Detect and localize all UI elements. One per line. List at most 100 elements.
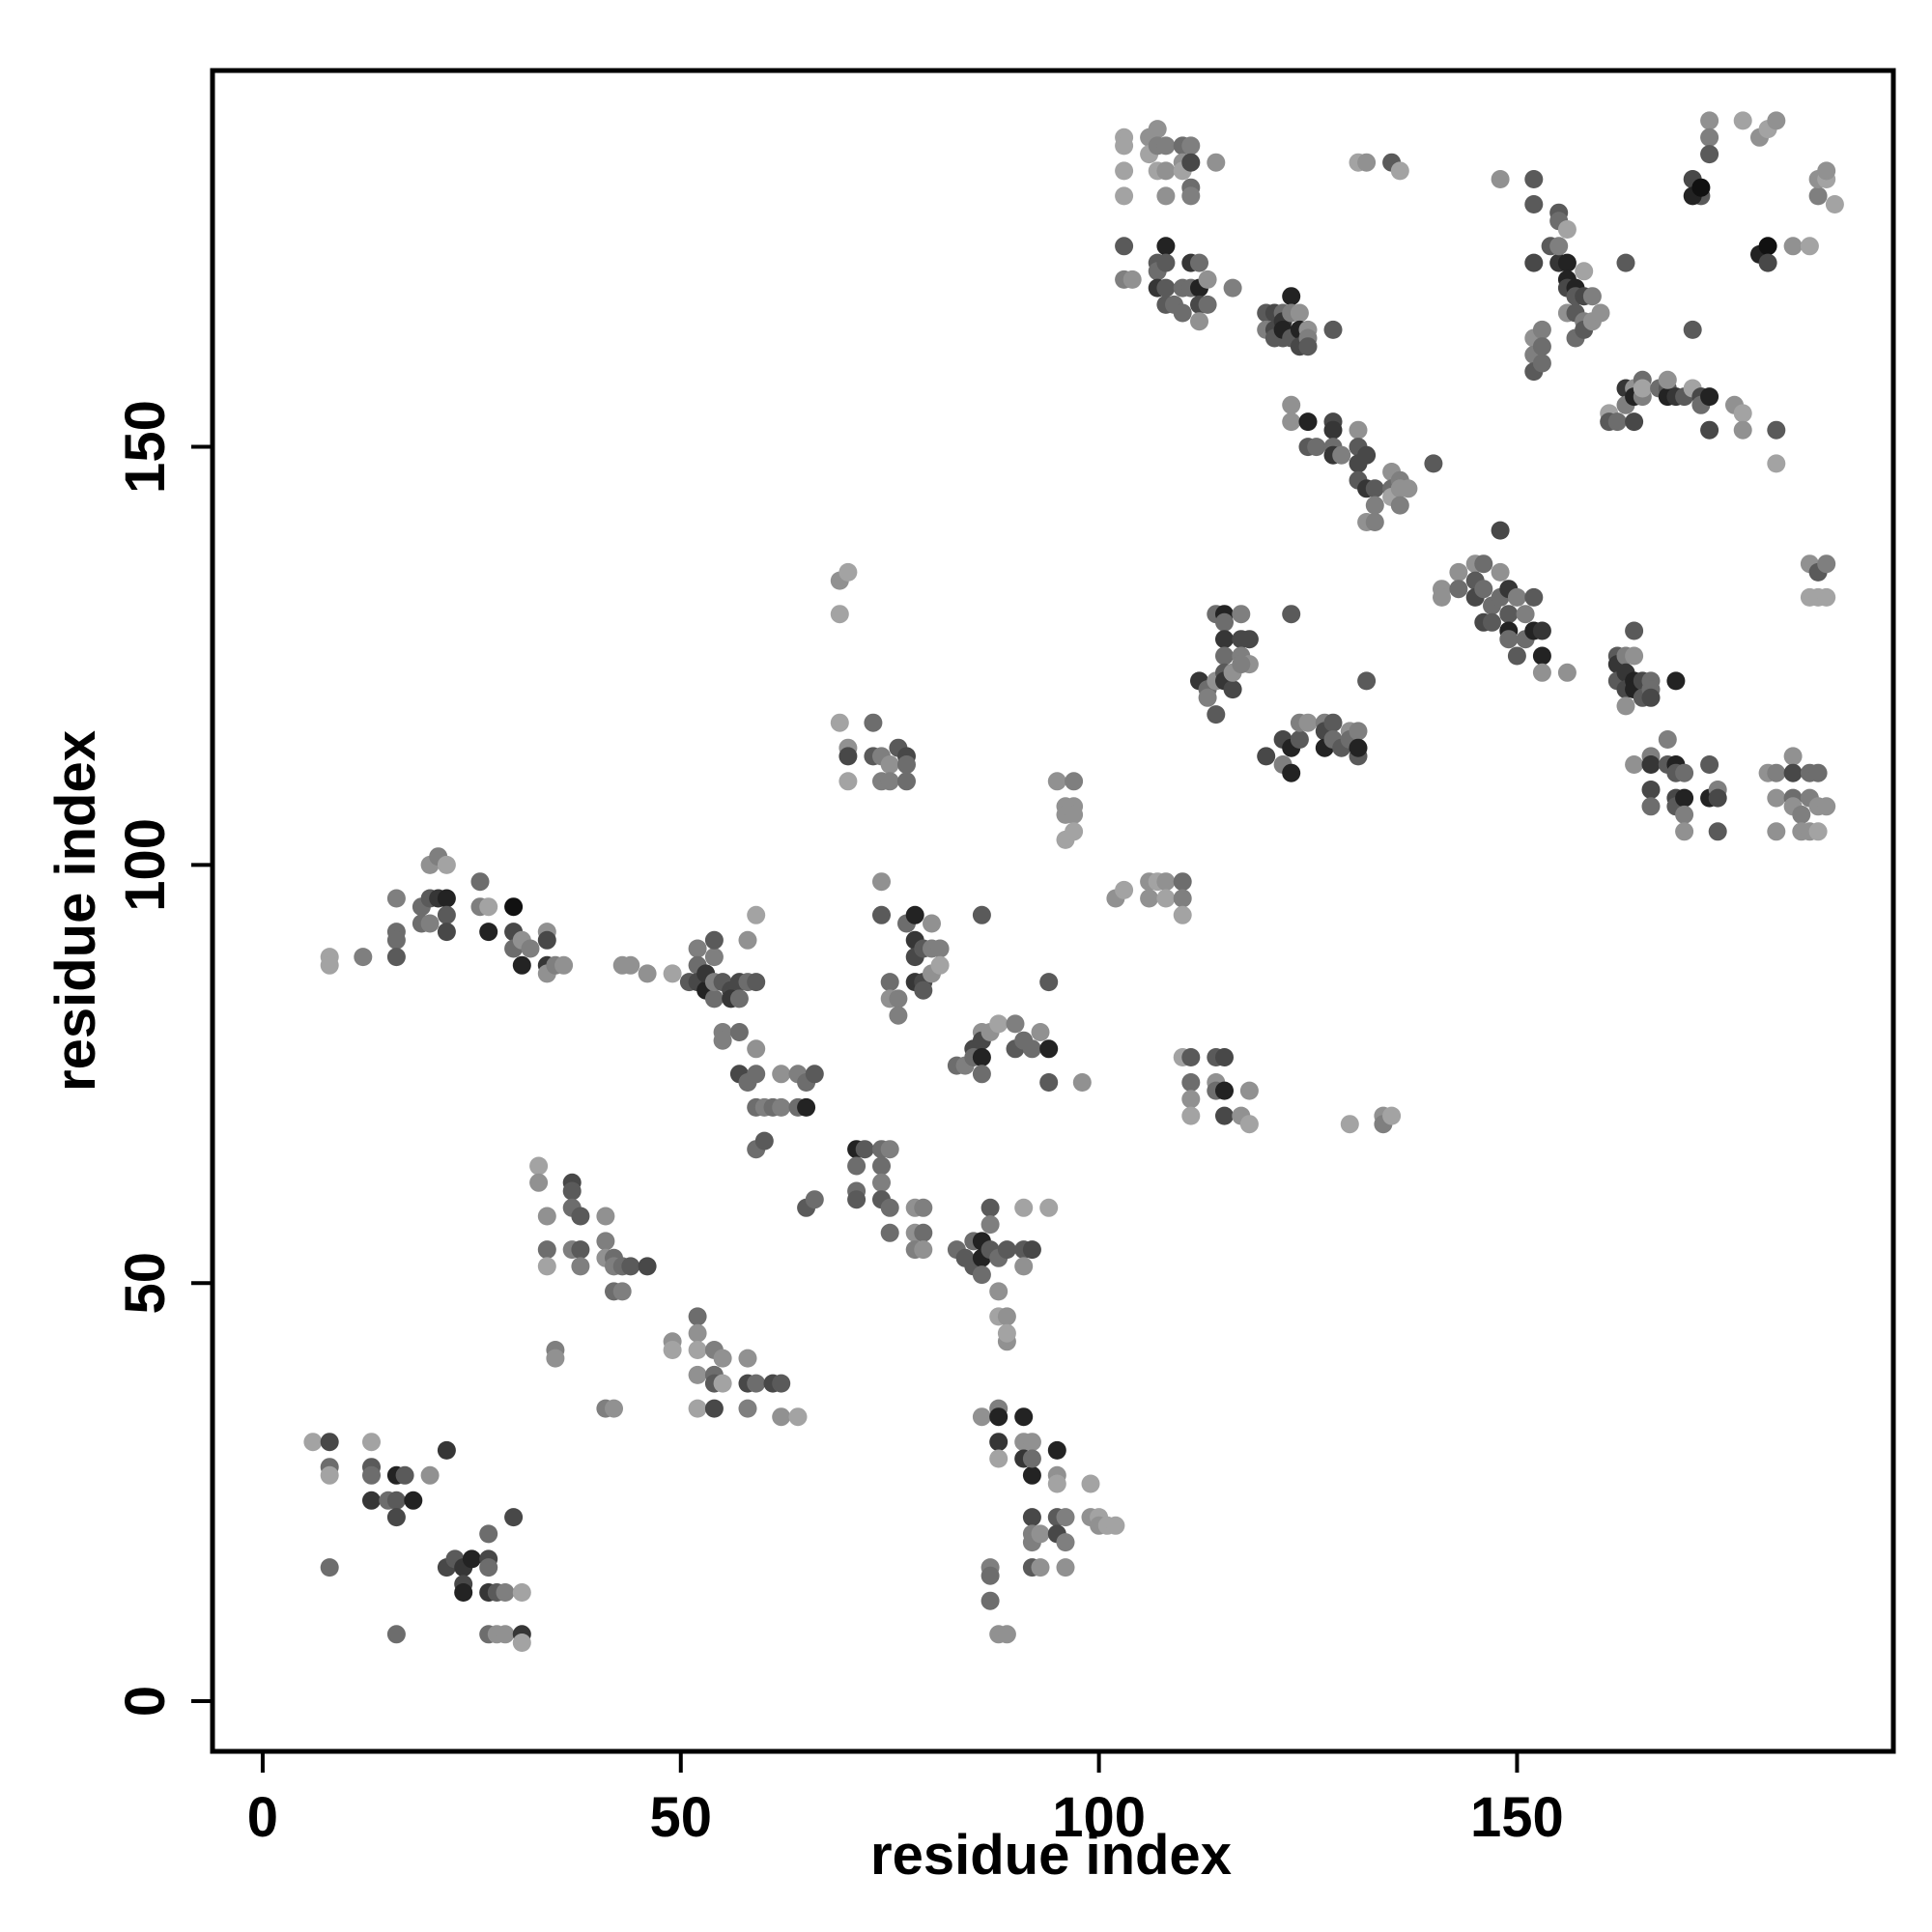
data-point bbox=[838, 747, 858, 766]
data-point bbox=[872, 1156, 891, 1176]
data-point bbox=[537, 1240, 556, 1260]
data-point bbox=[1349, 420, 1368, 440]
data-point bbox=[1065, 822, 1084, 841]
data-point bbox=[362, 1465, 381, 1485]
data-point bbox=[362, 1491, 381, 1510]
data-point bbox=[1207, 705, 1226, 724]
plot-frame bbox=[210, 68, 1896, 1754]
data-point bbox=[1641, 755, 1661, 774]
data-point bbox=[537, 1207, 556, 1226]
data-point bbox=[1708, 822, 1727, 841]
data-point bbox=[437, 855, 456, 874]
data-point bbox=[1173, 889, 1192, 908]
data-point bbox=[1081, 1474, 1100, 1493]
data-point bbox=[1767, 822, 1786, 841]
data-point bbox=[1239, 1115, 1259, 1134]
data-point bbox=[1223, 278, 1242, 298]
data-point bbox=[1047, 1474, 1066, 1493]
data-point bbox=[905, 905, 924, 924]
data-point bbox=[872, 872, 891, 892]
data-point bbox=[354, 948, 373, 967]
data-point bbox=[562, 1181, 582, 1201]
data-point bbox=[1399, 479, 1418, 498]
data-point bbox=[989, 1449, 1009, 1468]
data-point bbox=[1507, 587, 1526, 607]
data-point bbox=[462, 1549, 481, 1569]
x-tick-label: 100 bbox=[1052, 1786, 1146, 1849]
x-axis-title: residue index bbox=[870, 1824, 1232, 1887]
data-point bbox=[1232, 605, 1251, 624]
data-point bbox=[1532, 663, 1551, 682]
data-point bbox=[537, 1257, 556, 1276]
data-point bbox=[1198, 295, 1217, 314]
data-point bbox=[1357, 445, 1377, 465]
data-point bbox=[420, 914, 440, 933]
data-point bbox=[1524, 253, 1544, 272]
data-point bbox=[1148, 120, 1167, 139]
data-point bbox=[880, 1140, 899, 1159]
data-point bbox=[914, 1240, 933, 1260]
data-point bbox=[1323, 320, 1343, 339]
data-point bbox=[1239, 630, 1259, 649]
data-point bbox=[1031, 1524, 1050, 1544]
data-point bbox=[989, 1282, 1009, 1301]
data-point bbox=[1616, 253, 1635, 272]
data-point bbox=[1499, 630, 1519, 649]
data-point bbox=[638, 1257, 657, 1276]
data-point bbox=[1056, 1508, 1075, 1527]
data-point bbox=[479, 1558, 498, 1577]
data-point bbox=[989, 1407, 1009, 1427]
data-point bbox=[997, 1625, 1016, 1644]
data-point bbox=[1307, 438, 1326, 457]
data-point bbox=[1181, 136, 1201, 156]
data-point bbox=[914, 980, 933, 1000]
data-point bbox=[1691, 178, 1711, 197]
data-point bbox=[1065, 772, 1084, 791]
data-point bbox=[1817, 554, 1836, 574]
data-point bbox=[1524, 195, 1544, 213]
data-point bbox=[529, 1156, 549, 1176]
data-point bbox=[1424, 454, 1443, 473]
data-point bbox=[1825, 195, 1844, 213]
data-point bbox=[404, 1491, 423, 1510]
data-point bbox=[880, 1223, 899, 1242]
data-point bbox=[1575, 262, 1594, 281]
data-point bbox=[1616, 696, 1635, 716]
data-point bbox=[1181, 1106, 1201, 1125]
data-point bbox=[1181, 186, 1201, 206]
data-point bbox=[880, 973, 899, 992]
data-point bbox=[805, 1065, 824, 1084]
data-point bbox=[1022, 1449, 1041, 1468]
data-point bbox=[1215, 1081, 1234, 1100]
data-point bbox=[1733, 404, 1752, 423]
data-point bbox=[1232, 655, 1251, 674]
data-point bbox=[1449, 562, 1468, 582]
data-point bbox=[747, 973, 766, 992]
x-tick-label: 0 bbox=[247, 1786, 278, 1849]
data-point bbox=[889, 989, 908, 1009]
data-point bbox=[1223, 680, 1242, 699]
data-point bbox=[546, 1349, 565, 1368]
data-point bbox=[1532, 320, 1551, 339]
data-point bbox=[688, 1307, 707, 1326]
data-point bbox=[738, 1399, 757, 1418]
y-tick-label: 0 bbox=[114, 1686, 177, 1717]
data-point bbox=[972, 1065, 991, 1084]
data-point bbox=[1022, 1508, 1041, 1527]
data-point bbox=[855, 1140, 874, 1159]
data-point bbox=[1282, 605, 1301, 624]
data-point bbox=[596, 1207, 615, 1226]
data-point bbox=[1658, 370, 1677, 389]
data-point bbox=[997, 1240, 1016, 1260]
y-tick-label: 100 bbox=[114, 818, 177, 912]
data-point bbox=[1767, 763, 1786, 782]
data-point bbox=[479, 923, 498, 942]
data-point bbox=[1700, 145, 1719, 164]
y-tick-label: 150 bbox=[114, 400, 177, 494]
data-point bbox=[1491, 170, 1510, 188]
data-point bbox=[529, 1173, 549, 1192]
data-point bbox=[1800, 237, 1819, 256]
data-point bbox=[1365, 513, 1384, 531]
data-point bbox=[805, 1190, 824, 1209]
